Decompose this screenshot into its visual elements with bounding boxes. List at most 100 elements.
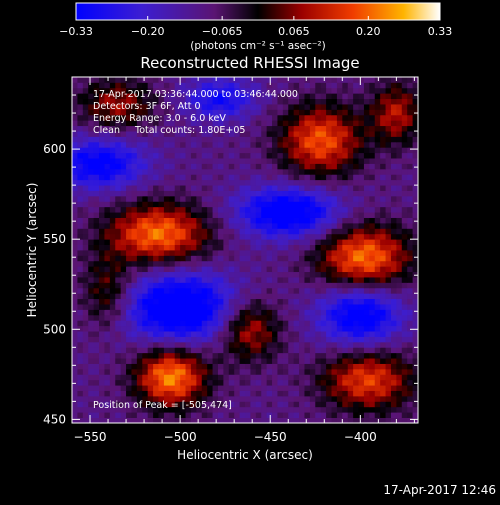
heatmap-cell bbox=[385, 93, 392, 100]
heatmap-cell bbox=[304, 320, 311, 327]
heatmap-cell bbox=[347, 352, 354, 359]
heatmap-cell bbox=[288, 233, 295, 240]
heatmap-cell bbox=[261, 222, 268, 229]
heatmap-cell bbox=[109, 158, 116, 164]
heatmap-cell bbox=[266, 195, 273, 202]
heatmap-cell bbox=[201, 331, 208, 337]
heatmap-cell bbox=[169, 320, 176, 327]
heatmap-cell bbox=[326, 374, 332, 381]
heatmap-cell bbox=[82, 163, 89, 170]
heatmap-cell bbox=[277, 260, 284, 267]
heatmap-cell bbox=[174, 104, 181, 110]
heatmap-cell bbox=[136, 206, 143, 213]
heatmap-cell bbox=[217, 331, 224, 337]
heatmap-cell bbox=[245, 341, 251, 348]
heatmap-cell bbox=[180, 266, 186, 273]
heatmap-cell bbox=[88, 255, 95, 262]
heatmap-cell bbox=[385, 201, 392, 208]
heatmap-cell bbox=[217, 98, 224, 105]
heatmap-cell bbox=[77, 363, 84, 370]
heatmap-cell bbox=[272, 271, 278, 278]
heatmap-cell bbox=[288, 114, 295, 121]
heatmap-cell bbox=[239, 331, 246, 337]
heatmap-cell bbox=[293, 314, 300, 321]
heatmap-cell bbox=[99, 304, 105, 310]
heatmap-cell bbox=[120, 347, 127, 354]
heatmap-cell bbox=[315, 293, 322, 300]
heatmap-cell bbox=[104, 304, 111, 310]
heatmap-cell bbox=[228, 271, 235, 278]
heatmap-cell bbox=[336, 255, 343, 262]
heatmap-cell bbox=[201, 141, 208, 148]
heatmap-cell bbox=[82, 401, 89, 408]
heatmap-cell bbox=[126, 390, 132, 397]
heatmap-cell bbox=[315, 417, 322, 423]
heatmap-cell bbox=[136, 401, 143, 408]
heatmap-cell bbox=[380, 250, 386, 256]
heatmap-cell bbox=[196, 336, 203, 343]
heatmap-cell bbox=[212, 179, 219, 186]
heatmap-cell bbox=[347, 417, 354, 423]
heatmap-cell bbox=[277, 147, 284, 154]
heatmap-cell bbox=[304, 233, 311, 240]
heatmap-cell bbox=[72, 325, 78, 332]
heatmap-cell bbox=[282, 136, 289, 143]
heatmap-cell bbox=[358, 298, 365, 305]
heatmap-cell bbox=[315, 77, 322, 83]
heatmap-cell bbox=[223, 325, 230, 332]
heatmap-cell bbox=[109, 98, 116, 105]
heatmap-cell bbox=[282, 282, 289, 289]
heatmap-cell bbox=[82, 314, 89, 321]
heatmap-cell bbox=[407, 358, 413, 364]
heatmap-cell bbox=[77, 390, 84, 397]
heatmap-cell bbox=[174, 190, 181, 197]
heatmap-cell bbox=[180, 131, 186, 137]
heatmap-cell bbox=[158, 120, 165, 127]
heatmap-cell bbox=[239, 163, 246, 170]
heatmap-cell bbox=[407, 228, 413, 235]
heatmap-cell bbox=[163, 255, 170, 262]
heatmap-cell bbox=[401, 298, 408, 305]
heatmap-cell bbox=[320, 260, 327, 267]
heatmap-cell bbox=[331, 217, 338, 224]
heatmap-cell bbox=[261, 320, 268, 327]
heatmap-cell bbox=[277, 217, 284, 224]
heatmap-cell bbox=[217, 212, 224, 218]
heatmap-cell bbox=[315, 341, 322, 348]
heatmap-cell bbox=[277, 401, 284, 408]
heatmap-cell bbox=[288, 163, 295, 170]
heatmap-cell bbox=[266, 87, 273, 94]
heatmap-cell bbox=[245, 401, 251, 408]
heatmap-cell bbox=[185, 390, 192, 397]
heatmap-cell bbox=[299, 417, 305, 423]
heatmap-cell bbox=[136, 120, 143, 127]
heatmap-cell bbox=[88, 185, 95, 191]
heatmap-cell bbox=[363, 168, 370, 175]
heatmap-cell bbox=[255, 325, 262, 332]
heatmap-cell bbox=[369, 304, 376, 310]
heatmap-cell bbox=[185, 287, 192, 294]
heatmap-cell bbox=[104, 136, 111, 143]
heatmap-cell bbox=[115, 374, 122, 381]
heatmap-cell bbox=[153, 255, 159, 262]
heatmap-cell bbox=[88, 217, 95, 224]
heatmap-cell bbox=[126, 277, 132, 283]
heatmap-cell bbox=[217, 309, 224, 316]
heatmap-cell bbox=[158, 331, 165, 337]
heatmap-cell bbox=[190, 395, 197, 402]
heatmap-cell bbox=[390, 250, 397, 256]
heatmap-cell bbox=[266, 190, 273, 197]
heatmap-cell bbox=[342, 77, 349, 83]
heatmap-cell bbox=[266, 352, 273, 359]
heatmap-cell bbox=[272, 98, 278, 105]
heatmap-cell bbox=[158, 233, 165, 240]
heatmap-cell bbox=[272, 395, 278, 402]
heatmap-cell bbox=[390, 401, 397, 408]
heatmap-cell bbox=[217, 93, 224, 100]
heatmap-cell bbox=[266, 82, 273, 89]
heatmap-cell bbox=[109, 255, 116, 262]
heatmap-cell bbox=[88, 147, 95, 154]
heatmap-cell bbox=[239, 368, 246, 375]
heatmap-cell bbox=[239, 277, 246, 283]
heatmap-cell bbox=[261, 195, 268, 202]
